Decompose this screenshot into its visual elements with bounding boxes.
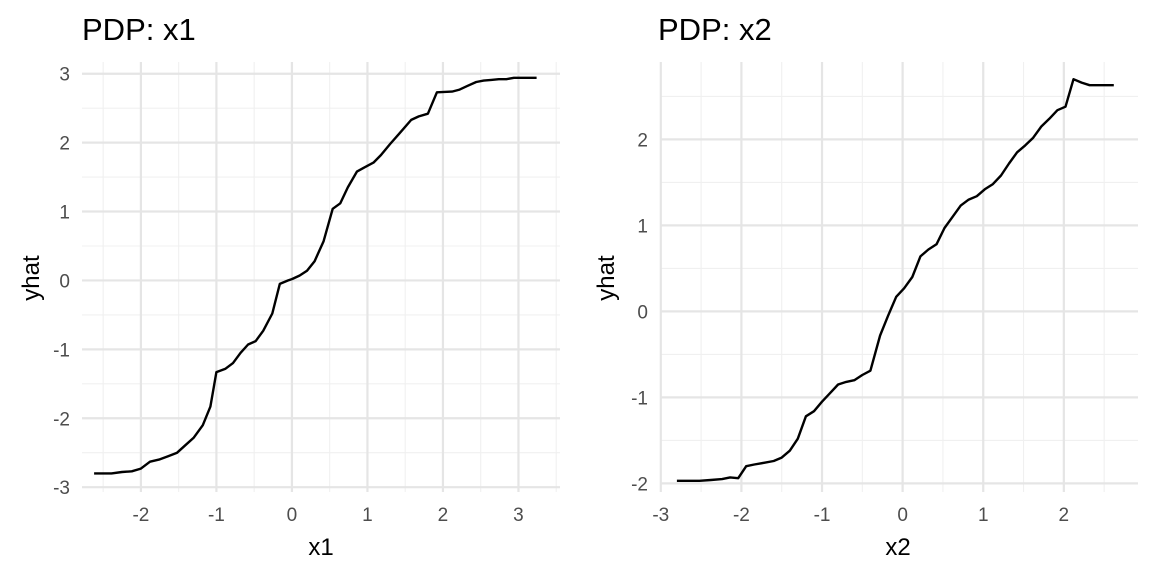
panel-x1-y-tick-label: 1 (59, 203, 70, 224)
panel-x2-y-tick-label: -1 (631, 388, 648, 409)
panel-x1-x-tick-label: 1 (362, 505, 373, 526)
panel-x2-y-tick-label: 1 (637, 216, 648, 237)
panel-x1-y-tick-label: 0 (59, 271, 70, 292)
panel-x2-x-tick-label: 0 (897, 505, 908, 526)
panel-x1-y-tick-label: -3 (53, 478, 70, 499)
panel-x2-grid (659, 62, 1138, 492)
panel-x1-pdp-line (94, 76, 537, 475)
panel-x2-x-tick-label: -1 (814, 505, 831, 526)
panel-x1-title: PDP: x1 (82, 12, 196, 47)
panel-x1-x-tick-label: -1 (208, 505, 225, 526)
panel-x1-x-ticks: -2 -1 0 1 2 3 (132, 505, 523, 526)
panel-x1-y-tick-label: -2 (53, 409, 70, 430)
panel-x1-y-axis-title: yhat (18, 255, 45, 301)
panel-x1-y-ticks: -3 -2 -1 0 1 2 3 (53, 65, 70, 499)
panel-x2-x-tick-label: -2 (733, 505, 750, 526)
panel-x1-y-tick-label: -1 (53, 340, 70, 361)
panel-x2-title: PDP: x2 (658, 12, 772, 47)
panel-x2-x-tick-label: 2 (1059, 505, 1070, 526)
panel-x2-y-tick-label: -2 (631, 474, 648, 495)
panel-x2-y-axis-title: yhat (593, 255, 620, 301)
panel-x1-y-tick-label: 3 (59, 65, 70, 86)
panel-x1: PDP: x1 -2 -1 0 1 2 3 -3 -2 -1 0 1 2 3 x1 yhat (18, 12, 560, 561)
panel-x1-x-tick-label: 0 (287, 505, 298, 526)
panel-x1-y-tick-label: 2 (59, 134, 70, 155)
panel-x2-y-ticks: -2 -1 0 1 2 (631, 130, 648, 495)
panel-x2-x-tick-label: 1 (978, 505, 989, 526)
panel-x1-x-tick-label: -2 (132, 505, 149, 526)
panel-x1-x-tick-label: 3 (513, 505, 524, 526)
panel-x2-y-tick-label: 2 (637, 130, 648, 151)
panel-x1-x-axis-title: x1 (308, 534, 333, 561)
panel-x1-x-tick-label: 2 (438, 505, 449, 526)
panel-x2-y-tick-label: 0 (637, 302, 648, 323)
panel-x2-x-tick-label: -3 (652, 505, 669, 526)
panel-x1-grid (82, 62, 560, 492)
panel-x2-x-axis-title: x2 (885, 534, 910, 561)
panel-x2-pdp-line (676, 78, 1114, 482)
panel-x2-x-ticks: -3 -2 -1 0 1 2 (652, 505, 1069, 526)
